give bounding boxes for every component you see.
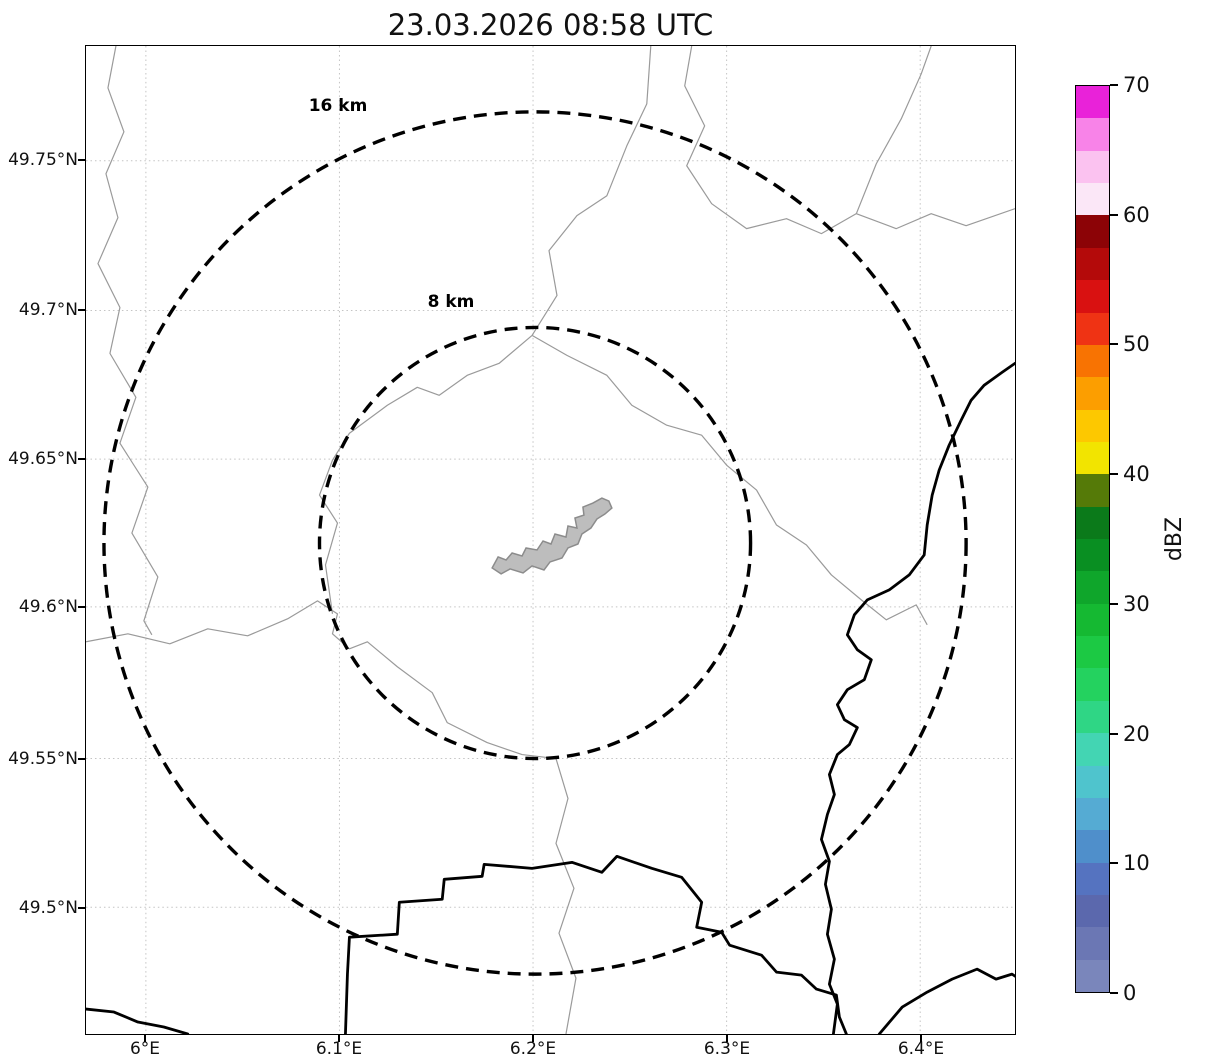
axis-tick [144,1035,146,1042]
range-ring-16km [102,110,968,976]
graticule-grid [86,46,1015,1034]
airport-footprint [491,497,613,575]
axis-tick [78,309,85,311]
country-borders [86,361,1015,1034]
range-rings [102,110,968,976]
colorbar-segment [1076,150,1109,184]
colorbar-segment [1076,571,1109,604]
colorbar-segment [1076,797,1109,831]
colorbar-tick-mark [1110,343,1118,346]
colorbar-segment [1076,603,1109,637]
colorbar-segment [1076,183,1109,216]
colorbar-tick-label: 30 [1123,591,1150,616]
colorbar-segment [1076,700,1109,734]
colorbar-segment [1076,344,1109,378]
map-canvas [86,46,1015,1034]
axis-tick [532,1035,534,1042]
colorbar-tick-mark [1110,213,1118,216]
colorbar-label: dBZ [1162,516,1187,562]
colorbar-segment [1076,765,1109,798]
colorbar-tick: 70 [1110,73,1150,97]
axis-tick [78,758,85,760]
colorbar-tick: 20 [1110,722,1150,746]
colorbar-segment [1076,118,1109,151]
colorbar-tick-label: 40 [1123,462,1150,487]
map-axes: 16 km 8 km [85,45,1016,1035]
x-tick-label: 6.1°E [315,1039,363,1059]
colorbar-tick: 60 [1110,203,1150,227]
y-tick-label: 49.5°N [18,898,78,918]
colorbar-segment [1076,247,1109,281]
axis-tick [920,1035,922,1042]
x-tick-label: 6°E [129,1039,161,1059]
colorbar-tick-mark [1110,84,1118,86]
colorbar [1075,85,1110,993]
colorbar-segment [1076,894,1109,928]
colorbar-segment [1076,280,1109,313]
range-ring-label-8km: 8 km [427,292,475,312]
border-southwest [86,1007,190,1034]
colorbar-segment [1076,506,1109,540]
colorbar-segment [1076,959,1109,993]
y-tick-label: 49.55°N [8,749,78,769]
colorbar-tick-mark [1110,732,1118,735]
axis-tick [338,1035,340,1042]
colorbar-segment [1076,474,1109,507]
axis-tick [78,606,85,608]
colorbar-tick-label: 50 [1123,332,1150,357]
figure-title: 23.03.2026 08:58 UTC [387,8,714,42]
admin-boundaries [86,46,1015,1034]
colorbar-segment [1076,86,1109,119]
range-ring-8km [317,325,753,761]
colorbar-segment [1076,668,1109,701]
colorbar-segment [1076,441,1109,475]
axis-tick [78,458,85,460]
colorbar-tick-label: 20 [1123,721,1150,746]
colorbar-segment [1076,215,1109,248]
colorbar-segment [1076,377,1109,410]
x-tick-label: 6.4°E [897,1039,945,1059]
colorbar-segment [1076,830,1109,863]
colorbar-tick-label: 60 [1123,202,1150,227]
y-tick-label: 49.7°N [18,300,78,320]
colorbar-segment [1076,862,1109,895]
colorbar-segment [1076,733,1109,766]
y-tick-label: 49.6°N [18,597,78,617]
y-tick-label: 49.65°N [8,449,78,469]
colorbar-tick-label: 0 [1123,981,1137,1005]
colorbar-tick-mark [1110,473,1118,476]
y-tick-label: 49.75°N [8,150,78,170]
colorbar-segment [1076,539,1109,572]
colorbar-tick-mark [1110,862,1118,865]
range-ring-label-16km: 16 km [308,96,368,116]
axis-tick [78,159,85,161]
border-southeast [877,967,1015,1034]
colorbar-label-wrap: dBZ [1152,85,1197,993]
colorbar-tick-mark [1110,602,1118,605]
colorbar-segment [1076,312,1109,345]
axis-tick [78,907,85,909]
colorbar-tick-label: 70 [1123,73,1150,97]
colorbar-segment [1076,927,1109,960]
x-tick-label: 6.3°E [703,1039,751,1059]
colorbar-tick: 0 [1110,981,1136,1005]
border-east-moselle [820,361,1015,1034]
colorbar-tick-mark [1110,992,1118,994]
colorbar-segment [1076,636,1109,669]
colorbar-segment [1076,409,1109,442]
colorbar-tick: 40 [1110,462,1150,486]
colorbar-tick-label: 10 [1123,851,1150,876]
colorbar-ticks: 70 60 50 40 30 20 10 0 [1110,73,1185,1005]
border-south [344,854,848,1034]
axis-tick [726,1035,728,1042]
colorbar-tick: 10 [1110,851,1150,875]
colorbar-tick: 30 [1110,592,1150,616]
x-tick-label: 6.2°E [509,1039,557,1059]
colorbar-tick: 50 [1110,332,1150,356]
colorbar-gradient [1076,86,1109,993]
